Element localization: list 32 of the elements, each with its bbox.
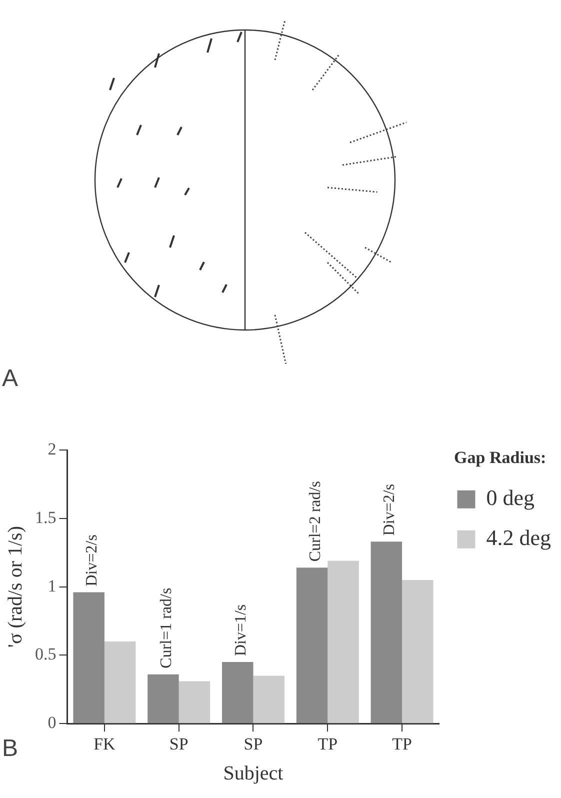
- annotation: Curl=2 rad/s: [306, 481, 324, 562]
- annotation: Div=1/s: [232, 604, 250, 656]
- bar: [73, 592, 104, 724]
- y-tick-label: 0.5: [35, 644, 56, 664]
- x-axis-title: Subject: [223, 762, 284, 784]
- bar: [148, 674, 179, 724]
- bar: [178, 681, 210, 724]
- x-tick-label: FK: [94, 734, 116, 754]
- x-tick-label: TP: [318, 734, 338, 754]
- bar: [402, 580, 434, 724]
- bar: [296, 568, 328, 724]
- y-tick-label: 2: [48, 439, 56, 458]
- bar: [104, 642, 136, 724]
- annotation: Div=2/s: [381, 484, 398, 536]
- legend-label: 4.2 deg: [486, 525, 551, 550]
- bar: [222, 662, 254, 724]
- y-tick-label: 0: [48, 713, 56, 732]
- y-tick-label: 1.5: [35, 508, 56, 527]
- x-tick-label: SP: [244, 734, 263, 754]
- x-tick-label: SP: [169, 734, 188, 754]
- x-tick-label: TP: [392, 734, 412, 754]
- text: B: [2, 735, 18, 763]
- annotation: Curl=1 rad/s: [158, 588, 176, 668]
- legend-label: 0 deg: [486, 485, 534, 510]
- bar: [328, 560, 359, 724]
- y-axis-title: 'σ (rad/s or 1/s): [4, 526, 26, 648]
- legend-title: Gap Radius:: [454, 448, 546, 467]
- text: A: [2, 365, 18, 393]
- y-tick-label: 1: [48, 576, 56, 596]
- bar: [253, 676, 284, 724]
- annotation: Div=2/s: [84, 534, 101, 586]
- bar: [370, 542, 402, 724]
